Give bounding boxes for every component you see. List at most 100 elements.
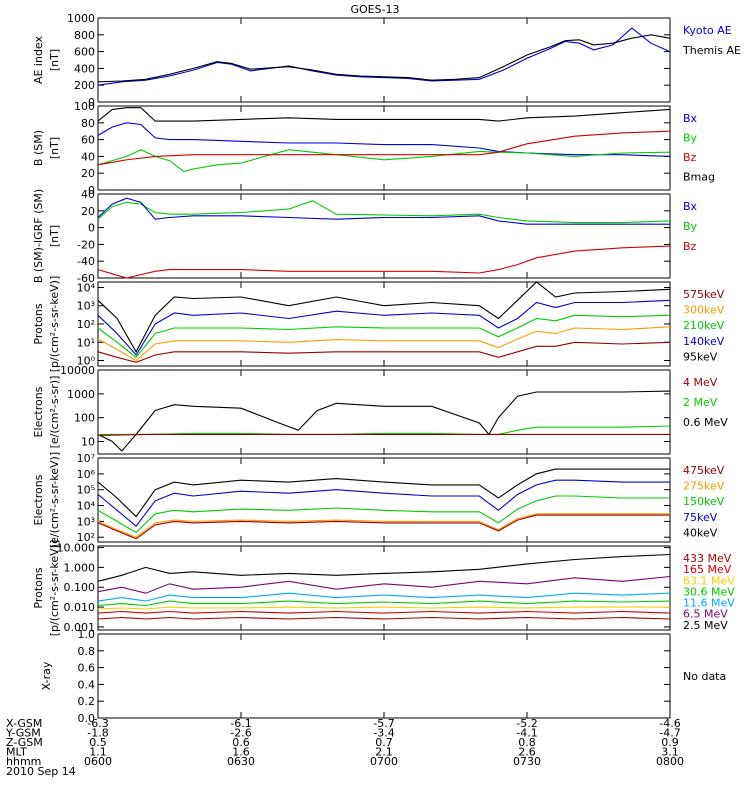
series-line-bx: [97, 122, 671, 157]
legend-entry: 30.6 MeV: [683, 585, 735, 598]
legend-entry: 2 MeV: [683, 396, 718, 409]
series-line-275kev: [97, 513, 670, 538]
legend-entry: 63.1 MeV: [683, 574, 735, 587]
y-tick-label: 100: [74, 100, 95, 113]
y-tick-label: 10⁴: [77, 500, 96, 513]
y-axis-label: [e/(cm²-s-sr)]: [48, 376, 61, 449]
series-line-210kev: [97, 314, 671, 359]
y-axis-label: [e/(cm²-s-sr-keV)]: [48, 452, 61, 548]
footer-row-value: -2.6: [230, 727, 251, 740]
footer-row-value: 2.6: [518, 746, 536, 759]
y-tick-label: 60: [81, 134, 95, 147]
footer-row-value: 0.7: [375, 736, 393, 749]
footer-row-value: -4.1: [516, 727, 537, 740]
series-line-75kev: [97, 479, 670, 527]
y-tick-label: 600: [74, 46, 95, 59]
legend-entry: By: [683, 220, 698, 233]
footer-row-label: Y-GSM: [5, 727, 41, 740]
panel-frame: [97, 17, 671, 103]
legend-entry: Bz: [683, 151, 697, 164]
y-axis-label: Protons: [32, 303, 45, 344]
series-line-165-mev: [97, 610, 671, 614]
series-line-40kev: [97, 468, 670, 518]
panel-frame: [97, 281, 671, 367]
footer-row-value: 0630: [227, 755, 255, 768]
series-line-by: [97, 200, 671, 224]
legend-entry: 4 MeV: [683, 376, 718, 389]
legend-entry: Kyoto AE: [683, 24, 732, 37]
no-data-note: No data: [683, 670, 726, 683]
panel-frame: [97, 369, 671, 455]
date-label: 2010 Sep 14: [6, 765, 76, 778]
legend-entry: 275keV: [683, 480, 725, 493]
legend-entry: Bz: [683, 240, 697, 253]
series-line-300kev: [97, 326, 671, 362]
series-line-kyoto-ae: [97, 27, 671, 86]
y-tick-label: 200: [74, 79, 95, 92]
y-tick-label: 10¹: [77, 336, 95, 349]
footer-row-value: -5.2: [516, 717, 537, 730]
y-tick-label: 20: [81, 205, 95, 218]
y-axis-label: B (SM): [32, 130, 45, 166]
footer-row-value: 0.9: [661, 736, 679, 749]
panel-electrons_kev: 10² 10³ 10⁴ 10⁵ 10⁶ 10⁷ Electrons [e/(cm²-s-sr-…: [32, 452, 725, 548]
footer-group: X-GSM -6.3 -6.1 -5.7 -5.2 -4.6 Y-GSM -1.8 -2.6 -3…: [5, 717, 684, 768]
series-line-63.1-mev: [97, 606, 670, 610]
legend-entry: Bx: [683, 200, 698, 213]
series-line-6.5-mev: [97, 575, 671, 594]
legend-entry: 475keV: [683, 464, 725, 477]
y-tick-label: 10²: [77, 318, 95, 331]
panel-protons_lo: 10⁰ 10¹ 10² 10³ 10⁴ Protons [p/(cm²-s-sr-keV)]…: [32, 276, 725, 373]
footer-row-value: 1.1: [89, 746, 107, 759]
panel-frame: [97, 193, 671, 279]
legend-entry: 575keV: [683, 288, 725, 301]
y-tick-label: 800: [74, 29, 95, 42]
y-tick-label: 0.4: [78, 678, 96, 691]
footer-row-value: -3.4: [373, 727, 394, 740]
series-line-95kev: [97, 281, 671, 353]
y-tick-label: 400: [74, 62, 95, 75]
panel-bdiff: -60 -40 -20 0 20 40 B (SM)-IGRF (SM) [nT] Bx By Bz: [32, 188, 698, 285]
y-tick-label: 0: [88, 184, 95, 197]
footer-row-value: 0.6: [232, 736, 250, 749]
series-line-bz: [97, 245, 671, 279]
y-tick-label: 40: [81, 150, 95, 163]
series-line-themis-ae: [97, 34, 671, 83]
legend-entry: Bx: [683, 112, 698, 125]
footer-row-value: -4.6: [659, 717, 680, 730]
y-tick-label: 20: [81, 167, 95, 180]
legend-entry: 210keV: [683, 319, 725, 332]
y-axis-label: [p/(cm²-s-sr-keV)]: [48, 276, 61, 373]
footer-row-value: 0.8: [518, 736, 536, 749]
y-tick-label: 1.0: [78, 628, 96, 641]
y-tick-label: 0.2: [78, 695, 96, 708]
series-line-2.5-mev: [97, 553, 671, 582]
panel-xray: 0.0 0.2 0.4 0.6 0.8 1.0 X-ray No data: [40, 628, 726, 725]
y-axis-label: Protons: [32, 567, 45, 608]
legend-entry: 95keV: [683, 350, 718, 363]
y-tick-label: -60: [77, 272, 95, 285]
panel-electrons_mev: 10 100 1000 10000 Electrons [e/(cm²-s-sr)] 4 M…: [32, 364, 728, 455]
y-tick-label: 0.6: [78, 662, 96, 675]
y-axis-label: AE index: [32, 35, 45, 84]
y-tick-label: 10000: [60, 364, 95, 377]
footer-row-value: -1.8: [87, 727, 108, 740]
series-line-bx: [97, 197, 670, 225]
y-axis-label: X-ray: [40, 661, 53, 690]
legend-entry: 300keV: [683, 304, 725, 317]
series-line-2-mev: [98, 425, 671, 435]
legend-entry: 2.5 MeV: [683, 619, 728, 632]
panel-frame: [97, 105, 671, 191]
y-tick-label: 0.010: [64, 601, 96, 614]
footer-row-value: -6.3: [87, 717, 108, 730]
series-line-by: [97, 149, 671, 173]
y-tick-label: 100: [74, 412, 95, 425]
footer-row-value: -4.7: [659, 727, 680, 740]
series-line-575kev: [97, 341, 671, 363]
series-line-30.6-mev: [97, 600, 671, 607]
series-line-150kev: [97, 495, 670, 534]
y-tick-label: 0: [88, 222, 95, 235]
legend-entry: Bmag: [683, 171, 715, 184]
